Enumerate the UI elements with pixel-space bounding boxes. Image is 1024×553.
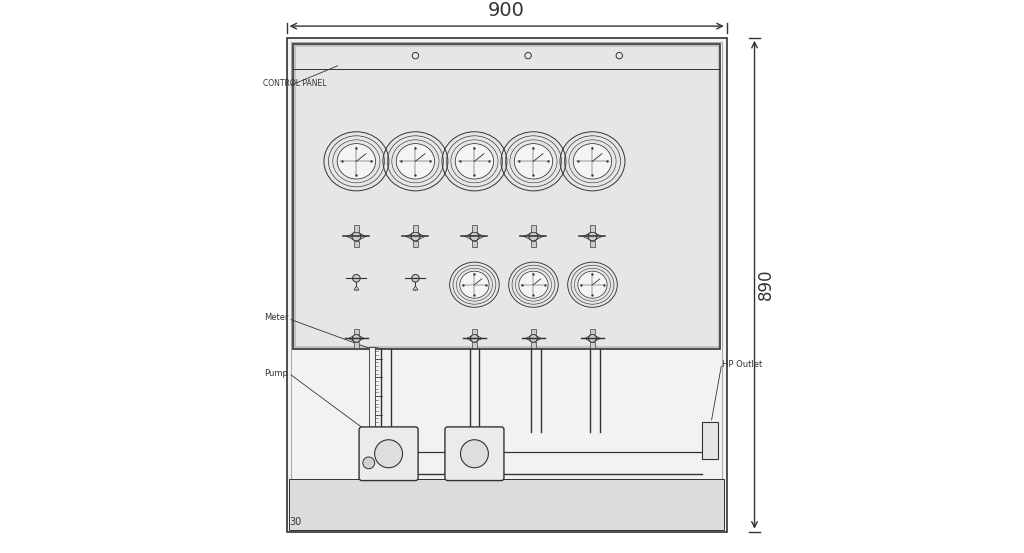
Bar <box>472 328 477 335</box>
Bar <box>702 421 718 459</box>
Text: HP Outlet: HP Outlet <box>722 359 763 369</box>
Circle shape <box>352 335 360 342</box>
Text: 900: 900 <box>488 1 525 20</box>
Bar <box>531 342 536 348</box>
Ellipse shape <box>461 440 488 468</box>
FancyBboxPatch shape <box>359 427 418 481</box>
Ellipse shape <box>396 144 434 179</box>
Bar <box>295 46 719 347</box>
Circle shape <box>411 232 420 241</box>
Ellipse shape <box>456 144 494 179</box>
Ellipse shape <box>514 144 553 179</box>
Circle shape <box>589 335 596 342</box>
Circle shape <box>529 232 538 241</box>
Ellipse shape <box>337 144 376 179</box>
Bar <box>530 241 536 247</box>
Bar <box>413 241 418 247</box>
Polygon shape <box>413 286 418 290</box>
Circle shape <box>470 232 479 241</box>
Ellipse shape <box>578 271 607 298</box>
Bar <box>472 342 477 348</box>
Bar <box>369 347 375 452</box>
Circle shape <box>352 274 360 282</box>
Bar <box>590 342 595 348</box>
Circle shape <box>412 274 419 282</box>
Ellipse shape <box>519 271 548 298</box>
Bar <box>530 226 536 232</box>
Circle shape <box>352 232 360 241</box>
Circle shape <box>362 457 375 469</box>
Bar <box>413 226 418 232</box>
Ellipse shape <box>375 440 402 468</box>
Bar <box>354 241 359 247</box>
Polygon shape <box>354 286 359 290</box>
Bar <box>590 241 595 247</box>
Text: Meter: Meter <box>264 314 289 322</box>
Circle shape <box>470 335 478 342</box>
Text: 890: 890 <box>758 269 775 300</box>
Bar <box>354 342 358 348</box>
Bar <box>590 328 595 335</box>
Text: 30: 30 <box>290 517 302 527</box>
Bar <box>287 38 727 531</box>
Bar <box>531 328 536 335</box>
Bar <box>293 44 720 349</box>
Ellipse shape <box>573 144 611 179</box>
Text: Pump: Pump <box>264 369 288 378</box>
Circle shape <box>529 335 538 342</box>
Bar <box>354 226 359 232</box>
Text: CONTROL PANEL: CONTROL PANEL <box>262 79 326 88</box>
Circle shape <box>588 232 597 241</box>
Ellipse shape <box>460 271 489 298</box>
Bar <box>472 226 477 232</box>
Bar <box>590 226 595 232</box>
Bar <box>354 328 358 335</box>
FancyBboxPatch shape <box>445 427 504 481</box>
Bar <box>290 479 724 530</box>
Bar <box>291 42 722 527</box>
Bar <box>472 241 477 247</box>
